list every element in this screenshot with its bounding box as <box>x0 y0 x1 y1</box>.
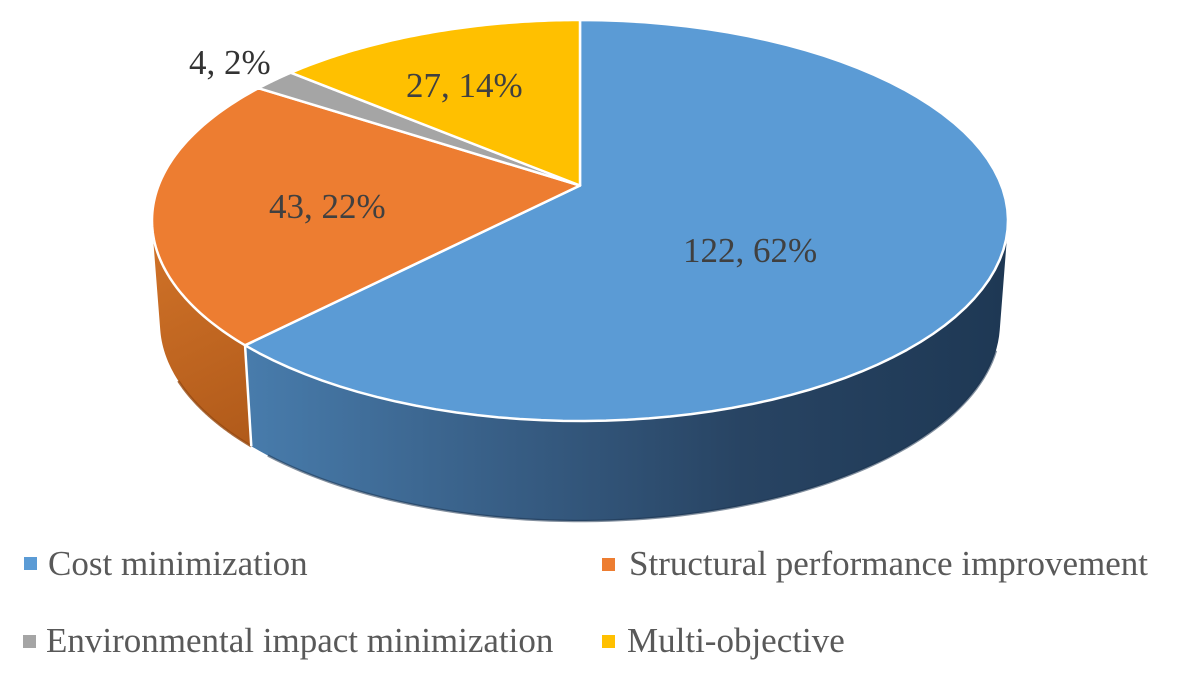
svg-text:Multi-objective: Multi-objective <box>627 621 845 660</box>
svg-text:27, 14%: 27, 14% <box>406 66 523 105</box>
svg-text:Environmental impact minimizat: Environmental impact minimization <box>46 621 553 660</box>
svg-text:43, 22%: 43, 22% <box>269 187 386 226</box>
svg-text:4, 2%: 4, 2% <box>189 43 271 82</box>
svg-text:Structural performance improve: Structural performance improvement <box>629 544 1148 583</box>
svg-text:Cost minimization: Cost minimization <box>48 544 308 583</box>
svg-text:122, 62%: 122, 62% <box>683 231 817 270</box>
